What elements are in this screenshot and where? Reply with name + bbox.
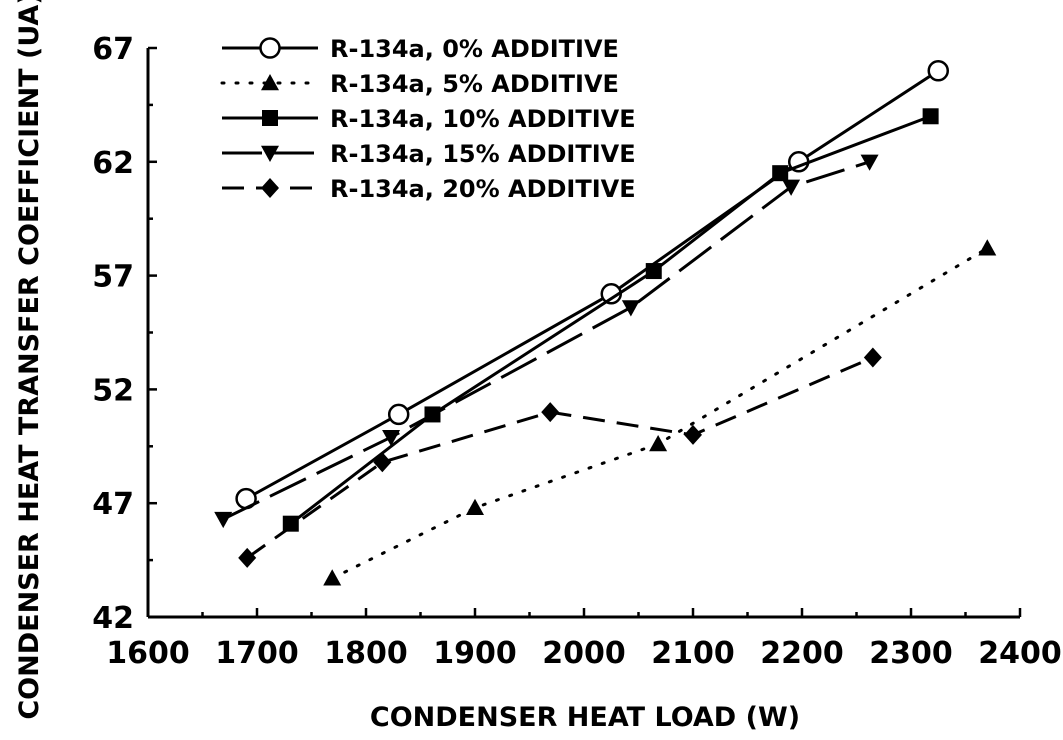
data-point bbox=[621, 300, 640, 317]
x-tick-label: 1700 bbox=[215, 636, 299, 671]
data-point bbox=[927, 60, 949, 82]
data-point bbox=[282, 515, 299, 532]
data-point bbox=[978, 239, 997, 256]
axes: 1600 1700 1800 1900 2000 2100 2200 2300 2400 42 47… bbox=[92, 32, 1062, 671]
data-point bbox=[323, 569, 342, 586]
data-point bbox=[772, 165, 789, 182]
data-point bbox=[541, 402, 560, 423]
legend-entry-1: R-134a, 5% ADDITIVE bbox=[220, 70, 619, 98]
data-point bbox=[782, 179, 801, 196]
x-tick-label: 2400 bbox=[978, 636, 1062, 671]
data-point bbox=[684, 424, 702, 445]
series-4 bbox=[238, 347, 882, 568]
legend: R-134a, 0% ADDITIVE R-134a, 5% ADDITIVE R-… bbox=[220, 35, 636, 203]
y-tick-label: 57 bbox=[92, 260, 134, 295]
legend-entry-3: R-134a, 15% ADDITIVE bbox=[222, 140, 636, 168]
legend-marker bbox=[259, 37, 281, 59]
legend-marker bbox=[261, 74, 279, 91]
legend-entry-4: R-134a, 20% ADDITIVE bbox=[222, 175, 636, 203]
data-point bbox=[373, 452, 392, 473]
data-point bbox=[649, 435, 668, 452]
data-point bbox=[387, 403, 410, 426]
series-line bbox=[222, 160, 871, 521]
data-point bbox=[466, 498, 484, 515]
series-line bbox=[330, 246, 989, 580]
y-tick-label: 62 bbox=[92, 146, 134, 181]
y-tick-label: 42 bbox=[92, 601, 134, 636]
legend-marker bbox=[261, 178, 279, 198]
legend-label: R-134a, 5% ADDITIVE bbox=[330, 70, 619, 98]
data-point bbox=[860, 154, 879, 171]
data-point bbox=[922, 108, 939, 125]
data-point bbox=[382, 429, 401, 447]
x-tick-label: 2300 bbox=[869, 636, 953, 671]
x-tick-label: 2000 bbox=[542, 636, 626, 671]
series-3 bbox=[214, 154, 879, 529]
x-tick-label: 1900 bbox=[433, 636, 517, 671]
data-point bbox=[238, 547, 257, 568]
series-line bbox=[246, 356, 874, 560]
legend-marker bbox=[261, 145, 279, 162]
series-line bbox=[245, 69, 940, 500]
x-tick-label: 1800 bbox=[324, 636, 408, 671]
legend-entry-0: R-134a, 0% ADDITIVE bbox=[222, 35, 619, 63]
x-tick-label: 2100 bbox=[651, 636, 735, 671]
y-tick-label: 67 bbox=[92, 32, 134, 67]
y-tick-label: 47 bbox=[92, 487, 134, 522]
legend-label: R-134a, 15% ADDITIVE bbox=[330, 140, 636, 168]
y-axis-title: CONDENSER HEAT TRANSFER COEFFICIENT (UA) bbox=[14, 0, 45, 720]
legend-entry-2: R-134a, 10% ADDITIVE bbox=[222, 105, 636, 133]
x-tick-label: 2200 bbox=[760, 636, 844, 671]
legend-label: R-134a, 20% ADDITIVE bbox=[330, 175, 636, 203]
data-point bbox=[645, 263, 662, 280]
legend-label: R-134a, 0% ADDITIVE bbox=[330, 35, 619, 63]
y-tick-label: 52 bbox=[92, 373, 134, 408]
legend-label: R-134a, 10% ADDITIVE bbox=[330, 105, 636, 133]
series-layer bbox=[214, 60, 997, 586]
series-1 bbox=[323, 239, 997, 586]
legend-marker bbox=[262, 110, 278, 126]
x-axis-title: CONDENSER HEAT LOAD (W) bbox=[370, 702, 800, 733]
data-point bbox=[863, 347, 882, 368]
data-point bbox=[214, 511, 233, 529]
x-tick-label: 1600 bbox=[106, 636, 190, 671]
